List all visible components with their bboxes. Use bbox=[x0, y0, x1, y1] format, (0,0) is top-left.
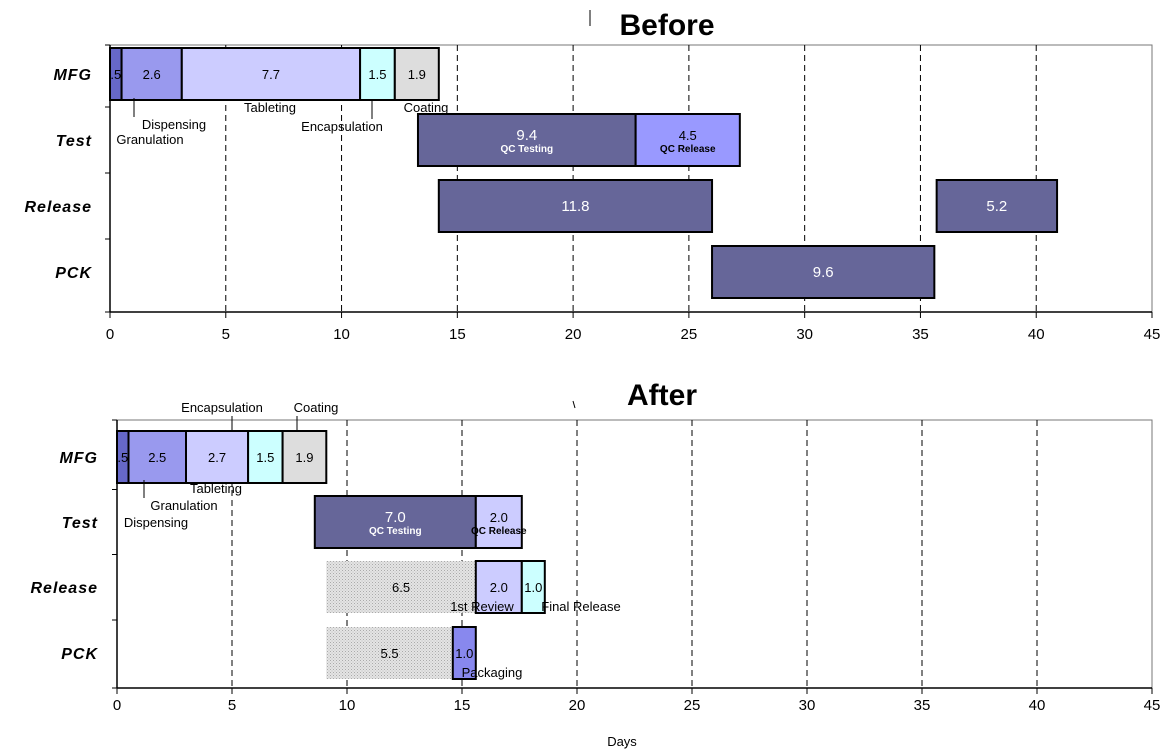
x-tick-label: 15 bbox=[449, 326, 466, 343]
annotation-label: Tableting bbox=[244, 100, 296, 115]
bar-test bbox=[313, 495, 477, 549]
x-tick-label: 0 bbox=[113, 697, 121, 714]
x-tick-label: 40 bbox=[1029, 697, 1046, 714]
bar-value-label: 1.5 bbox=[368, 67, 386, 82]
bar-mfg bbox=[281, 430, 328, 484]
row-label-mfg: MFG bbox=[59, 450, 98, 467]
x-tick-label: 10 bbox=[333, 326, 350, 343]
bar-mfg bbox=[393, 47, 440, 101]
annotation-label: Final Release bbox=[541, 599, 621, 614]
row-label-release: Release bbox=[31, 580, 99, 597]
annotation-label: Granulation bbox=[150, 498, 217, 513]
bar-value-label: 2.5 bbox=[148, 450, 166, 465]
bar-value-label: 9.4 bbox=[516, 127, 537, 144]
bar-test bbox=[416, 113, 637, 167]
bar-pck bbox=[451, 626, 477, 680]
x-tick-label: 30 bbox=[796, 326, 813, 343]
annotation-label: Coating bbox=[294, 400, 339, 415]
bar-release bbox=[935, 179, 1059, 233]
annotation-label: Dispensing bbox=[142, 117, 206, 132]
bar-sub-label: QC Release bbox=[471, 526, 527, 537]
bar-pck bbox=[326, 627, 453, 679]
row-label-mfg: MFG bbox=[53, 67, 92, 84]
bar-value-label: 5.2 bbox=[986, 198, 1007, 215]
title-mark bbox=[572, 400, 576, 409]
bar-value-label: 4.5 bbox=[679, 128, 697, 143]
bar-mfg bbox=[247, 430, 284, 484]
bar-release bbox=[520, 560, 546, 614]
x-tick-label: 25 bbox=[681, 326, 698, 343]
annotation-label: Tableting bbox=[190, 481, 242, 496]
bar-value-label: 7.0 bbox=[385, 509, 406, 526]
x-tick-label: 35 bbox=[912, 326, 929, 343]
annotation-label: Granulation bbox=[116, 132, 183, 147]
bar-value-label: .5 bbox=[110, 67, 121, 82]
bar-value-label: 2.0 bbox=[490, 510, 508, 525]
x-tick-label: 10 bbox=[339, 697, 356, 714]
x-tick-label: 30 bbox=[799, 697, 816, 714]
row-label-test: Test bbox=[56, 133, 92, 150]
row-label-release: Release bbox=[25, 199, 93, 216]
annotation-label: Packaging bbox=[462, 665, 523, 680]
x-tick-label: 40 bbox=[1028, 326, 1045, 343]
bar-mfg bbox=[127, 430, 187, 484]
x-tick-label: 45 bbox=[1144, 326, 1161, 343]
chart-title: Before bbox=[619, 9, 714, 42]
bar-pck bbox=[711, 245, 936, 299]
x-tick-label: 45 bbox=[1144, 697, 1161, 714]
annotation-label: Encapsulation bbox=[181, 400, 263, 415]
bar-sub-label: QC Testing bbox=[369, 526, 422, 537]
row-label-pck: PCK bbox=[55, 265, 92, 282]
bar-mfg bbox=[185, 430, 250, 484]
row-label-test: Test bbox=[62, 515, 98, 532]
x-tick-label: 25 bbox=[684, 697, 701, 714]
bar-value-label: 11.8 bbox=[561, 198, 589, 215]
bar-value-label: 9.6 bbox=[813, 264, 834, 281]
bar-value-label: 2.6 bbox=[143, 67, 161, 82]
bar-value-label: 1.9 bbox=[295, 450, 313, 465]
bar-release bbox=[437, 179, 714, 233]
x-tick-label: 20 bbox=[565, 326, 582, 343]
bar-value-label: 2.7 bbox=[208, 450, 226, 465]
bar-value-label: 5.5 bbox=[381, 646, 399, 661]
x-tick-label: 5 bbox=[222, 326, 230, 343]
x-tick-label: 15 bbox=[454, 697, 471, 714]
bar-release bbox=[326, 561, 476, 613]
annotation-label: Dispensing bbox=[124, 515, 188, 530]
bar-release bbox=[474, 560, 523, 614]
bar-value-label: 1.0 bbox=[524, 580, 542, 595]
bar-sub-label: QC Testing bbox=[501, 144, 554, 155]
annotation-label: Coating bbox=[404, 100, 449, 115]
bar-mfg bbox=[180, 47, 362, 101]
bar-test bbox=[634, 113, 741, 167]
chart-title: After bbox=[627, 379, 697, 412]
x-tick-label: 5 bbox=[228, 697, 236, 714]
bar-test bbox=[474, 495, 523, 549]
bar-value-label: 6.5 bbox=[392, 580, 410, 595]
x-tick-label: 20 bbox=[569, 697, 586, 714]
bar-value-label: 7.7 bbox=[262, 67, 280, 82]
bar-value-label: 1.9 bbox=[408, 67, 426, 82]
bar-value-label: 1.0 bbox=[455, 646, 473, 661]
x-tick-label: 35 bbox=[914, 697, 931, 714]
annotation-label: Encapsulation bbox=[301, 119, 383, 134]
bar-value-label: 2.0 bbox=[490, 580, 508, 595]
x-axis-label: Days bbox=[607, 734, 637, 749]
row-label-pck: PCK bbox=[61, 646, 98, 663]
bar-value-label: 1.5 bbox=[256, 450, 274, 465]
bar-sub-label: QC Release bbox=[660, 144, 716, 155]
x-tick-label: 0 bbox=[106, 326, 114, 343]
annotation-label: 1st Review bbox=[450, 599, 514, 614]
bar-value-label: .5 bbox=[117, 450, 128, 465]
